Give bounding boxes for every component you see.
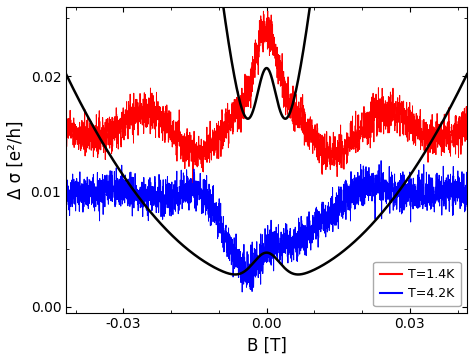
Y-axis label: Δ σ [e²/h]: Δ σ [e²/h]: [7, 121, 25, 199]
X-axis label: B [T]: B [T]: [246, 337, 286, 355]
Legend: T=1.4K, T=4.2K: T=1.4K, T=4.2K: [374, 262, 461, 306]
